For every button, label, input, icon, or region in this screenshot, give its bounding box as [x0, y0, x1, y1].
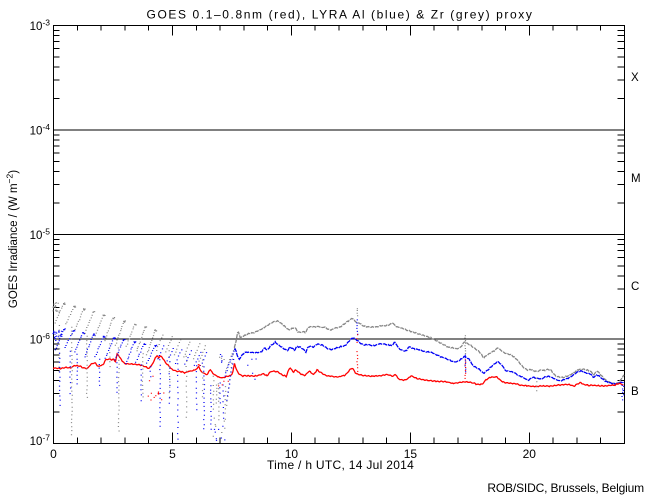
svg-text:10: 10 [285, 447, 299, 461]
svg-text:C: C [631, 281, 639, 293]
svg-text:X: X [631, 72, 639, 84]
svg-text:B: B [631, 386, 639, 398]
svg-text:20: 20 [523, 447, 537, 461]
svg-text:Time / h UTC, 14 Jul 2014: Time / h UTC, 14 Jul 2014 [267, 458, 414, 472]
svg-text:15: 15 [404, 447, 418, 461]
svg-text:0: 0 [50, 447, 57, 461]
svg-text:GOES 0.1–0.8nm (red), LYRA Al: GOES 0.1–0.8nm (red), LYRA Al (blue) & Z… [147, 8, 534, 22]
svg-text:ROB/SIDC, Brussels, Belgium: ROB/SIDC, Brussels, Belgium [487, 481, 644, 495]
svg-text:GOES Irradiance / (W m−2): GOES Irradiance / (W m−2) [5, 170, 21, 308]
svg-text:M: M [631, 173, 641, 185]
svg-text:5: 5 [169, 447, 176, 461]
